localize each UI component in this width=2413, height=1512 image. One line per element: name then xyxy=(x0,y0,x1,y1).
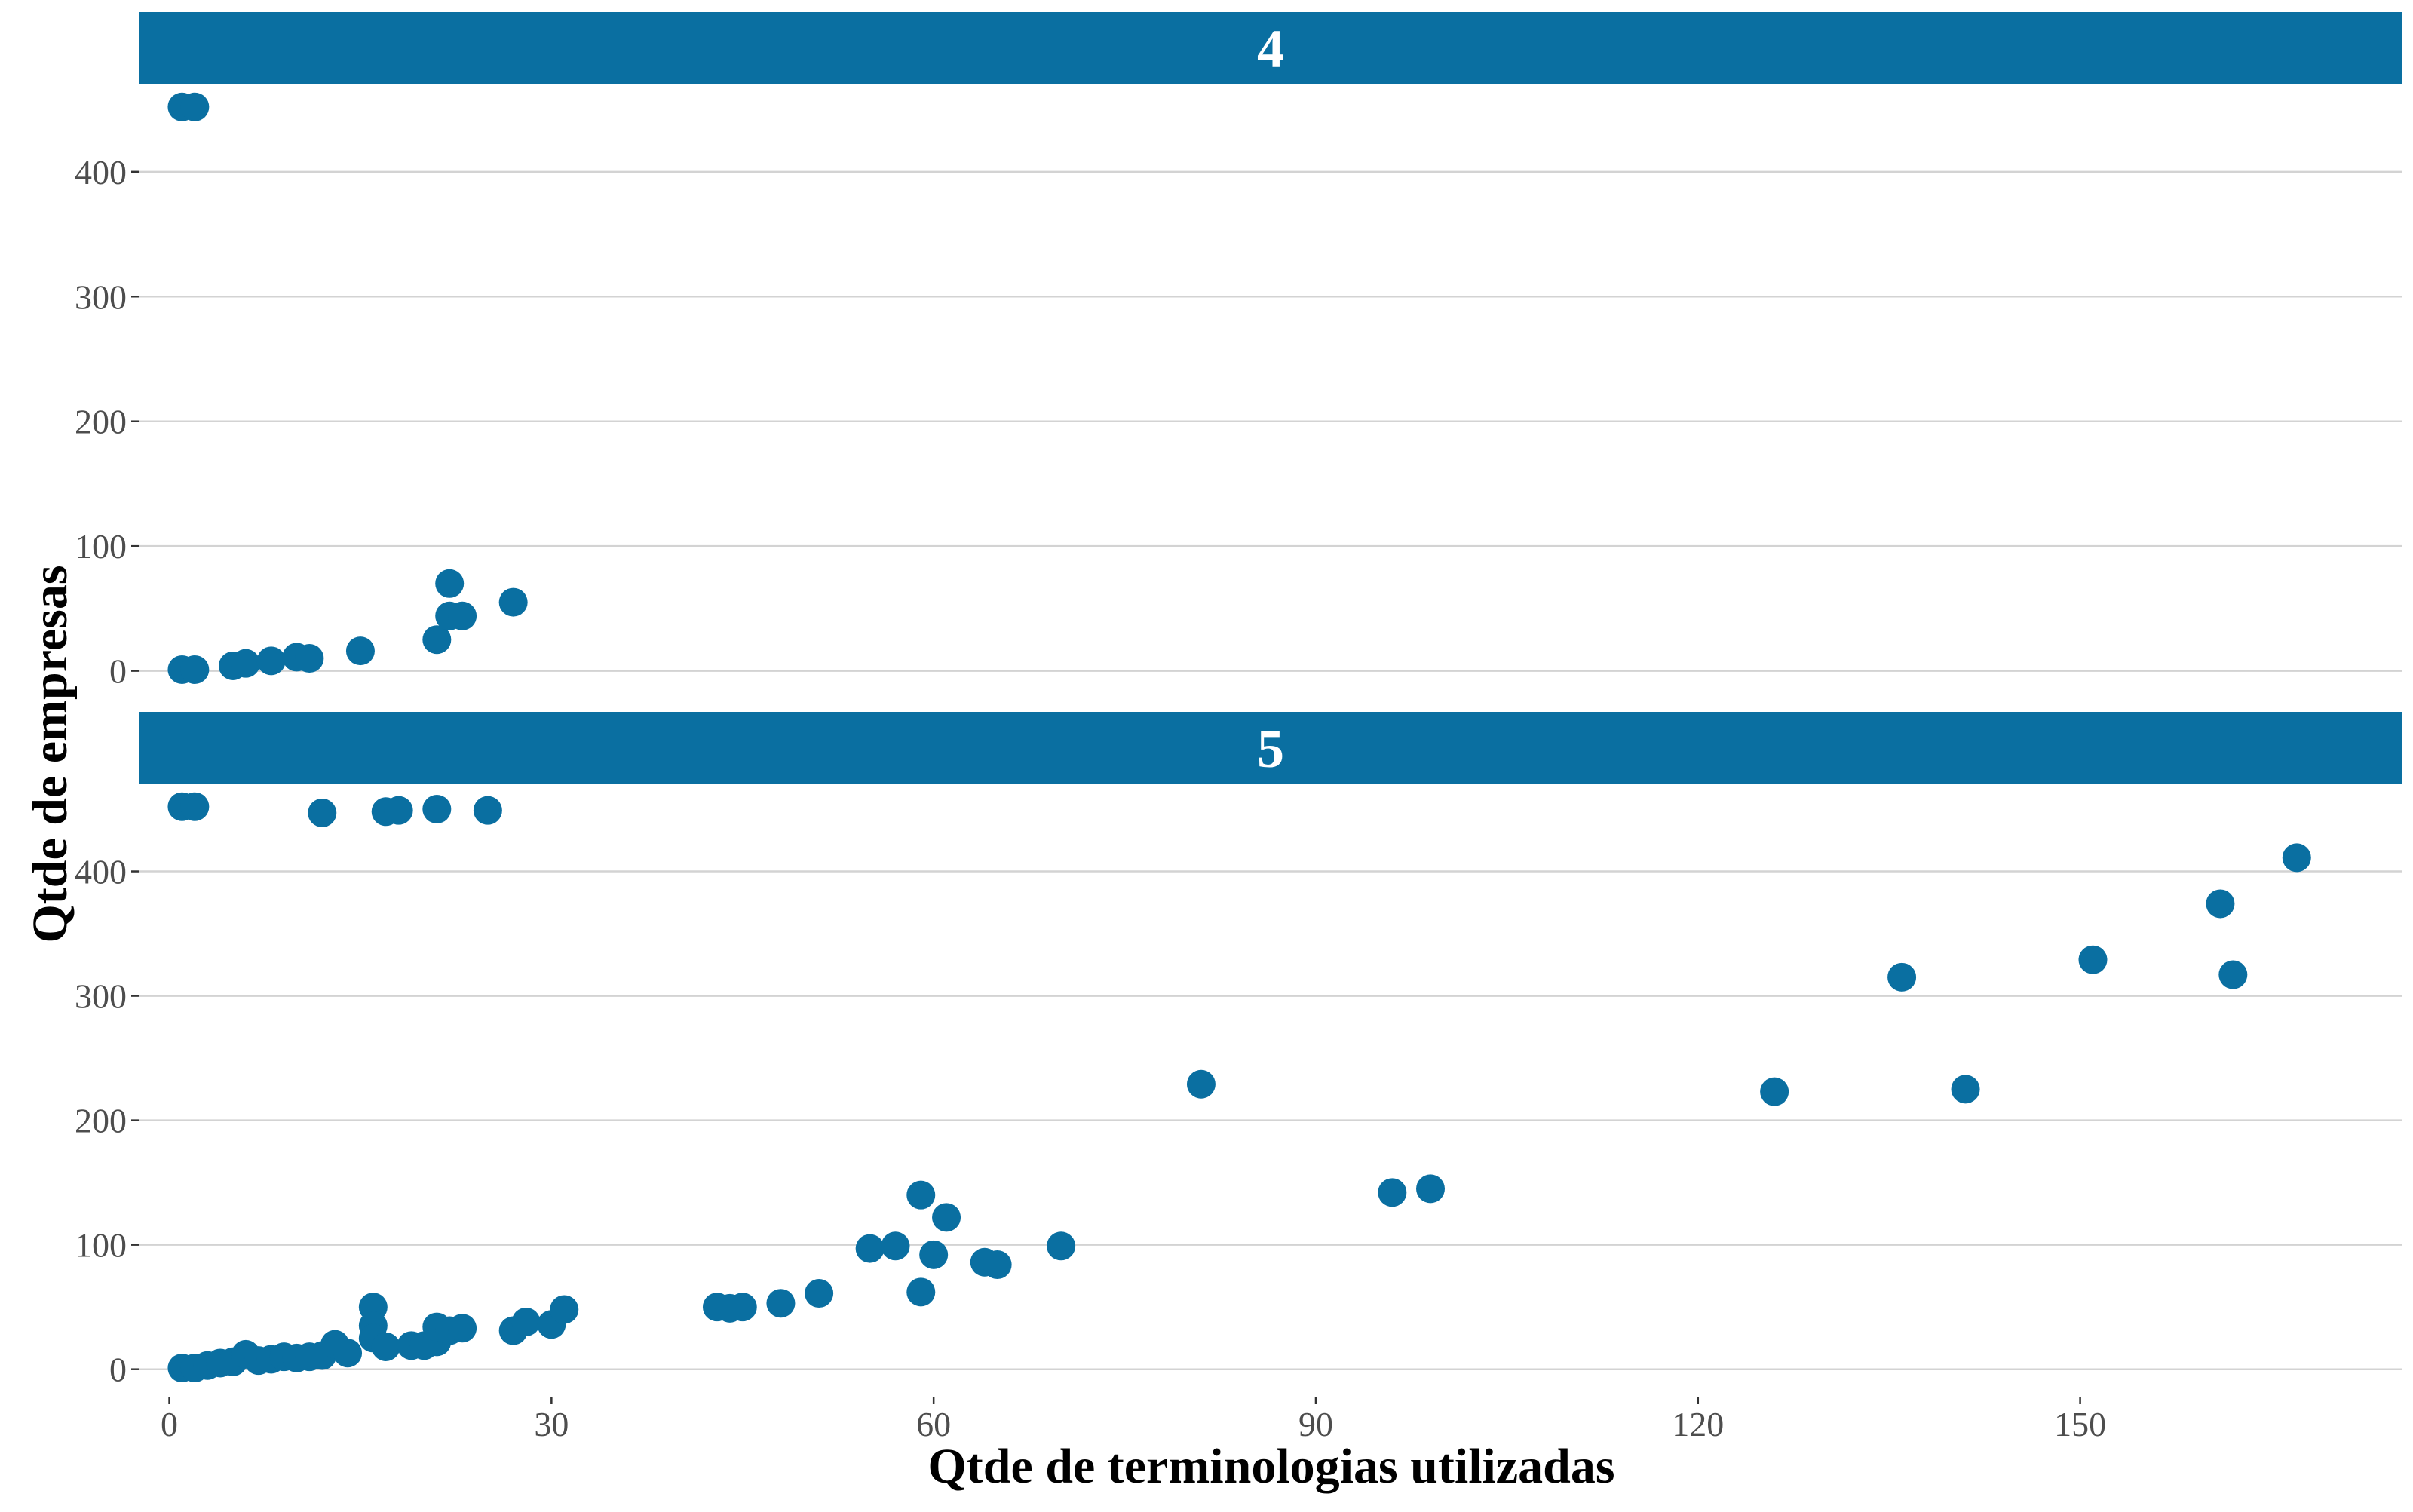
facet-strip xyxy=(139,712,2402,784)
data-point xyxy=(180,792,210,821)
x-tick-label: 0 xyxy=(161,1405,178,1443)
y-tick-label: 300 xyxy=(75,278,127,316)
data-point xyxy=(422,625,452,655)
data-point xyxy=(498,587,528,617)
data-point xyxy=(805,1279,834,1308)
data-point xyxy=(1186,1069,1216,1099)
data-point xyxy=(906,1180,936,1210)
data-point xyxy=(2218,960,2248,989)
data-point xyxy=(932,1203,961,1232)
data-point xyxy=(473,796,502,825)
data-point xyxy=(906,1277,936,1307)
y-tick-label: 300 xyxy=(75,977,127,1016)
data-point xyxy=(1378,1178,1407,1207)
data-point xyxy=(550,1295,579,1324)
data-point xyxy=(231,649,260,678)
y-tick-label: 100 xyxy=(75,527,127,566)
x-tick-label: 30 xyxy=(534,1405,569,1443)
data-point xyxy=(308,798,337,827)
data-point xyxy=(448,601,477,630)
data-point xyxy=(295,644,324,673)
x-tick-label: 120 xyxy=(1672,1405,1724,1443)
x-tick-label: 150 xyxy=(2054,1405,2106,1443)
data-point xyxy=(1416,1174,1446,1204)
data-point xyxy=(448,1314,477,1343)
data-point xyxy=(511,1307,541,1336)
y-tick-label: 400 xyxy=(75,853,127,891)
facet-strip-label: 5 xyxy=(1257,719,1284,779)
data-point xyxy=(256,646,286,676)
data-point xyxy=(855,1234,885,1263)
facet-strip-label: 4 xyxy=(1257,19,1284,79)
data-point xyxy=(180,92,210,121)
data-point xyxy=(435,569,465,598)
data-point xyxy=(371,1332,400,1361)
data-point xyxy=(422,795,452,824)
data-point xyxy=(2206,889,2235,919)
data-point xyxy=(345,636,375,666)
data-point xyxy=(2282,843,2311,873)
y-tick-label: 200 xyxy=(75,1102,127,1140)
y-axis-title: Qtde de empresas xyxy=(23,565,78,943)
y-tick-label: 0 xyxy=(109,652,127,691)
data-point xyxy=(1951,1075,1980,1104)
data-point xyxy=(180,655,210,684)
x-axis-title: Qtde de terminologias utilizadas xyxy=(927,1439,1614,1494)
data-point xyxy=(2078,945,2108,974)
data-point xyxy=(384,796,413,825)
y-tick-label: 200 xyxy=(75,403,127,441)
data-point xyxy=(1760,1077,1789,1106)
data-point xyxy=(919,1240,949,1269)
data-point xyxy=(728,1293,757,1322)
data-point xyxy=(333,1339,363,1368)
y-tick-label: 100 xyxy=(75,1226,127,1265)
data-point xyxy=(881,1231,910,1261)
data-point xyxy=(766,1289,796,1318)
data-point xyxy=(983,1250,1012,1280)
data-point xyxy=(1887,962,1917,992)
x-tick-label: 90 xyxy=(1298,1405,1333,1443)
x-tick-label: 60 xyxy=(916,1405,951,1443)
y-tick-label: 0 xyxy=(109,1351,127,1389)
facet-strip xyxy=(139,12,2402,84)
y-tick-label: 400 xyxy=(75,153,127,192)
data-point xyxy=(1047,1231,1076,1261)
